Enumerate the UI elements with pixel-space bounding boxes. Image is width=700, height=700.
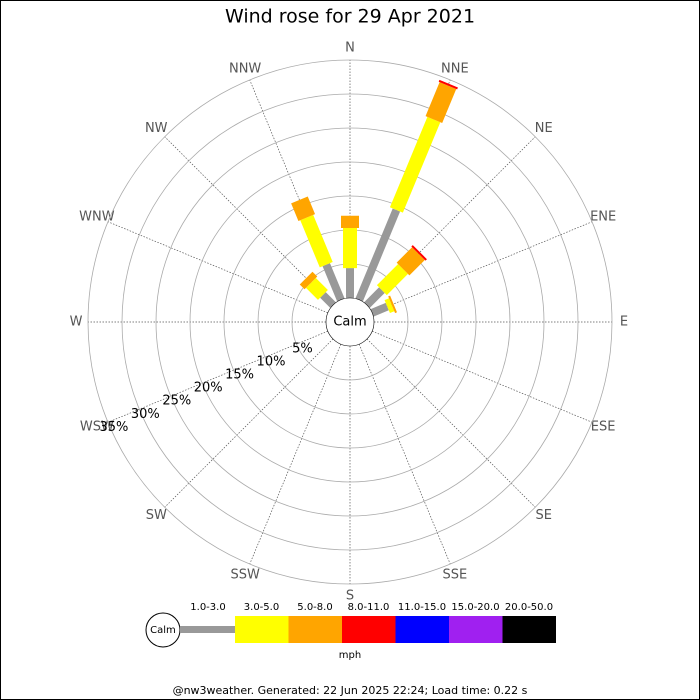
spoke [366, 338, 536, 508]
ring-label: 35% [99, 420, 128, 435]
ring-label: 5% [292, 342, 313, 357]
direction-label: N [345, 41, 355, 56]
legend-label: 20.0-50.0 [505, 602, 553, 613]
ring [87, 59, 613, 585]
bar-segment [388, 295, 397, 314]
direction-label: SW [146, 508, 167, 523]
bar-segment [389, 116, 441, 213]
legend-swatch [449, 616, 503, 643]
legend-label: 8.0-11.0 [348, 602, 390, 613]
spoke [372, 330, 593, 423]
legend-label: 3.0-5.0 [244, 602, 279, 613]
spoke [107, 221, 328, 314]
legend-swatch [342, 616, 396, 643]
direction-label: WSW [80, 419, 114, 434]
ring-label: 25% [162, 394, 191, 409]
legend-label: 15.0-20.0 [451, 602, 499, 613]
legend-calm-label: Calm [150, 625, 176, 636]
direction-label: E [620, 315, 628, 330]
ring-label: 15% [225, 368, 254, 383]
direction-label: SSE [442, 568, 467, 583]
bar-segment [364, 287, 385, 308]
direction-label: NE [535, 121, 553, 136]
bar-segment [322, 263, 345, 302]
ring-label: 30% [131, 407, 160, 422]
bar-segment [341, 215, 359, 228]
chart-title: Wind rose for 29 Apr 2021 [225, 6, 475, 28]
direction-label: SSW [230, 568, 260, 583]
bar-segment [376, 264, 408, 296]
direction-label: SE [536, 508, 552, 523]
direction-label: W [70, 315, 83, 330]
direction-label: NNW [229, 61, 261, 76]
spoke [249, 344, 342, 565]
legend-swatch [180, 626, 235, 633]
bar-segment [291, 196, 316, 221]
ring [121, 93, 579, 551]
bar-segment [305, 277, 328, 300]
legend-swatch [502, 616, 556, 643]
bar-segment [396, 247, 425, 276]
spoke [164, 338, 334, 508]
bar-segment [384, 298, 395, 314]
spoke [372, 221, 593, 314]
spoke [358, 344, 451, 565]
bar-segment [438, 79, 458, 90]
direction-label: NNE [441, 61, 469, 76]
direction-label: ENE [590, 210, 616, 225]
ring-label: 20% [194, 381, 223, 396]
calm-label: Calm [333, 315, 366, 330]
bar-segment [300, 214, 333, 268]
footer: @nw3weather. Generated: 22 Jun 2025 22:2… [173, 684, 528, 697]
direction-label: ESE [591, 419, 616, 434]
ring [155, 127, 545, 517]
bar-segment [370, 302, 389, 317]
legend-swatch [235, 616, 289, 643]
bar-segment [346, 268, 354, 298]
bar-segment [411, 245, 427, 261]
direction-label: NW [145, 121, 168, 136]
bar-segment [425, 82, 457, 123]
legend-swatch [288, 616, 342, 643]
bar-segment [355, 208, 401, 302]
calm-circle [325, 297, 375, 347]
ring [223, 195, 477, 449]
legend-label: 1.0-3.0 [190, 602, 225, 613]
bar-segment [299, 271, 318, 290]
spoke [107, 330, 328, 423]
spoke [164, 136, 334, 306]
legend-label: 11.0-15.0 [398, 602, 446, 613]
legend-label: 5.0-8.0 [297, 602, 332, 613]
legend-unit: mph [339, 650, 361, 661]
direction-label: WNW [79, 210, 115, 225]
ring [189, 161, 511, 483]
direction-label: S [346, 589, 354, 604]
bar-segment [320, 292, 336, 308]
legend-swatch [395, 616, 449, 643]
bar-segment [343, 227, 357, 269]
ring-label: 10% [257, 355, 286, 370]
